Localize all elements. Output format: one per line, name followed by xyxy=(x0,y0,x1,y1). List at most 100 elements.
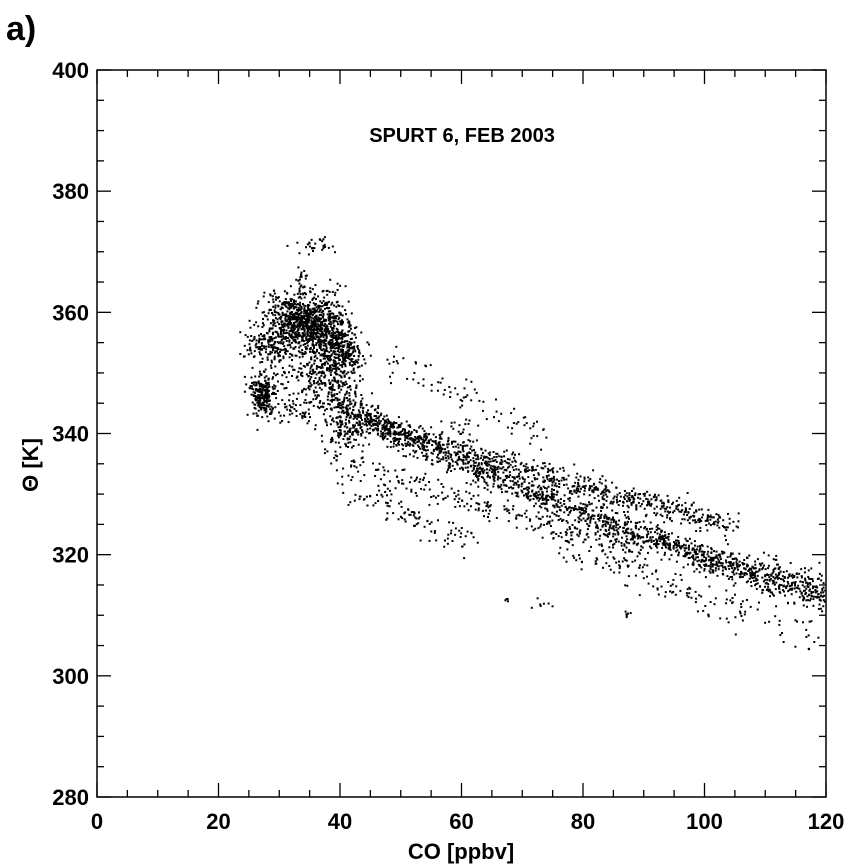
data-point xyxy=(692,557,695,560)
data-point xyxy=(338,368,341,371)
data-point xyxy=(295,415,298,417)
data-point xyxy=(330,303,333,306)
data-point xyxy=(698,521,701,524)
data-point xyxy=(339,419,342,422)
data-point xyxy=(337,337,340,340)
data-point xyxy=(310,310,313,313)
data-point xyxy=(347,349,350,352)
data-point xyxy=(499,477,502,480)
data-point xyxy=(527,495,530,498)
data-point xyxy=(558,506,561,509)
data-point xyxy=(314,328,317,331)
data-point xyxy=(288,340,291,343)
data-point xyxy=(655,496,658,499)
data-point xyxy=(529,494,532,497)
data-point xyxy=(386,422,389,425)
data-point xyxy=(625,535,628,538)
data-point xyxy=(319,359,322,362)
data-point xyxy=(292,307,295,310)
data-point xyxy=(344,442,347,445)
data-point xyxy=(542,485,545,488)
data-point xyxy=(586,522,589,525)
data-point xyxy=(336,434,339,437)
data-point xyxy=(337,318,340,321)
data-point xyxy=(303,316,306,319)
data-point xyxy=(732,564,735,567)
data-point xyxy=(290,321,293,324)
data-point xyxy=(347,330,350,333)
data-point xyxy=(418,516,421,519)
data-point xyxy=(279,331,282,334)
data-point xyxy=(318,318,320,321)
data-point xyxy=(538,497,541,500)
data-point xyxy=(273,392,276,394)
data-point xyxy=(457,446,460,449)
data-point xyxy=(573,509,576,511)
data-point xyxy=(601,525,604,528)
data-point xyxy=(331,344,334,346)
data-point xyxy=(808,589,811,592)
data-point xyxy=(280,332,283,335)
data-point xyxy=(626,504,629,507)
data-point xyxy=(406,377,409,380)
data-point xyxy=(321,363,324,366)
data-point xyxy=(710,557,713,560)
data-point xyxy=(384,491,387,493)
data-point xyxy=(571,485,574,488)
data-point xyxy=(346,413,348,416)
data-point xyxy=(269,294,272,297)
data-point xyxy=(328,351,331,354)
data-point xyxy=(343,430,346,433)
data-point xyxy=(261,361,264,363)
data-point xyxy=(261,357,264,360)
data-point xyxy=(378,419,380,422)
data-point xyxy=(589,485,591,488)
data-point xyxy=(348,421,351,424)
data-point xyxy=(333,378,336,381)
data-point xyxy=(796,587,799,590)
data-point xyxy=(319,314,322,316)
data-point xyxy=(335,406,338,409)
data-point xyxy=(294,339,297,341)
data-point xyxy=(476,455,479,458)
data-point xyxy=(301,332,304,335)
data-point xyxy=(308,380,311,383)
data-point xyxy=(724,568,727,571)
data-point xyxy=(462,456,465,459)
data-point xyxy=(518,453,521,456)
data-point xyxy=(261,416,264,419)
data-point xyxy=(278,335,280,338)
data-point xyxy=(451,464,454,467)
data-point xyxy=(759,564,762,567)
data-point xyxy=(290,334,293,337)
data-point xyxy=(409,433,412,436)
data-point xyxy=(662,504,665,507)
data-point xyxy=(331,363,334,366)
data-point xyxy=(706,545,709,548)
data-point xyxy=(409,513,412,516)
data-point xyxy=(541,515,544,518)
data-point xyxy=(243,390,246,393)
data-point xyxy=(629,612,632,615)
data-point xyxy=(460,532,463,535)
data-point xyxy=(512,451,515,454)
data-point xyxy=(346,318,349,321)
data-point xyxy=(348,376,351,379)
data-point xyxy=(655,525,658,528)
data-point xyxy=(709,524,712,527)
data-point xyxy=(303,308,306,311)
data-point xyxy=(780,584,783,587)
data-point xyxy=(776,574,779,577)
data-point xyxy=(667,533,670,535)
data-point xyxy=(576,472,579,475)
data-point xyxy=(312,332,315,335)
data-point xyxy=(595,526,598,529)
data-point xyxy=(504,460,507,463)
data-point xyxy=(467,422,470,425)
data-point xyxy=(584,509,587,512)
data-point xyxy=(431,444,434,446)
data-point xyxy=(751,572,754,575)
data-point xyxy=(578,530,581,533)
data-point xyxy=(426,455,429,458)
